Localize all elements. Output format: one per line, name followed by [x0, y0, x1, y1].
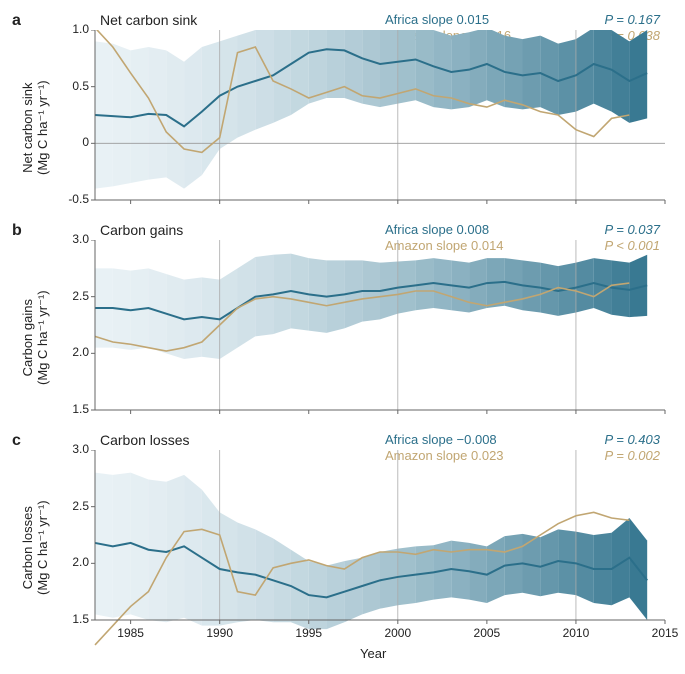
x-tick-label: 2005	[467, 626, 507, 640]
africa-p-label-c: P = 0.403	[604, 432, 660, 447]
panel-title-b: Carbon gains	[100, 222, 183, 238]
x-tick-label: 2010	[556, 626, 596, 640]
ci-band-slice	[612, 518, 630, 605]
panel-svg-b	[0, 240, 685, 440]
ci-band-slice	[113, 44, 131, 187]
x-tick-label: 2000	[378, 626, 418, 640]
panel-title-c: Carbon losses	[100, 432, 190, 448]
ci-band-slice	[273, 30, 291, 123]
africa-p-label-a: P = 0.167	[604, 12, 660, 27]
panel-letter-b: b	[12, 222, 22, 240]
africa-slope-label-b: Africa slope 0.008	[385, 222, 489, 237]
panel-svg-c	[0, 450, 685, 650]
ci-band-slice	[594, 30, 612, 112]
figure-root: aNet carbon sinkAfrica slope 0.015Amazon…	[0, 0, 685, 674]
panel-letter-c: c	[12, 432, 21, 450]
panel-letter-a: a	[12, 12, 21, 30]
ci-band-slice	[202, 490, 220, 626]
ci-band-slice	[291, 30, 309, 115]
panel-svg-a	[0, 30, 685, 230]
panel-title-a: Net carbon sink	[100, 12, 197, 28]
x-tick-label: 2015	[645, 626, 685, 640]
x-tick-label: 1990	[200, 626, 240, 640]
ci-band-slice	[344, 30, 362, 104]
africa-slope-label-a: Africa slope 0.015	[385, 12, 489, 27]
africa-p-label-b: P = 0.037	[604, 222, 660, 237]
ci-band-slice	[184, 475, 202, 626]
x-tick-label: 1995	[289, 626, 329, 640]
x-axis-label: Year	[360, 646, 386, 661]
x-tick-label: 1985	[111, 626, 151, 640]
africa-slope-label-c: Africa slope −0.008	[385, 432, 497, 447]
